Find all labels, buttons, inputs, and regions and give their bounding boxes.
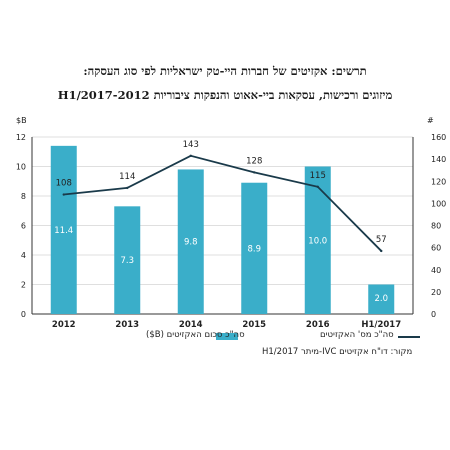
left-axis-tick-label: 10: [16, 163, 26, 172]
left-axis-tick-label: 8: [21, 192, 26, 201]
line-value-label: 128: [246, 156, 262, 166]
right-axis-tick-label: 160: [431, 133, 446, 142]
x-axis-tick-label: 2014: [179, 320, 203, 330]
right-axis-tick-label: 120: [431, 177, 446, 186]
line-series: [63, 154, 382, 252]
line-value-label: 114: [119, 172, 135, 182]
line-value-label: 57: [376, 235, 387, 245]
line-point: [380, 249, 383, 253]
x-axis-tick-label: 2015: [242, 320, 266, 330]
bar-value-label: 11.4: [54, 226, 73, 236]
chart-title: תרשים: אקזיטים של חברות היי-טק ישראליות …: [83, 64, 367, 78]
x-axis-tick-label: 2016: [306, 320, 330, 330]
right-axis-tick-label: 80: [431, 222, 441, 231]
line-point: [189, 154, 192, 158]
left-axis-tick-label: 0: [21, 310, 26, 319]
bar-value-label: 9.8: [184, 238, 198, 248]
right-axis-tick-label: 20: [431, 288, 441, 297]
left-axis-tick-label: 12: [16, 133, 26, 142]
bar: [241, 182, 268, 314]
line-point: [253, 171, 256, 174]
chart-subtitle: מיזוגים ורכישות, עסקאות ביי-אאוט והנפקות…: [57, 88, 393, 102]
source-note: מקור: דו"ח אקזיטים IVC-מיתר H1/2017: [262, 347, 413, 357]
left-axis-label: $B: [16, 116, 27, 125]
right-axis-tick-label: 60: [431, 244, 441, 253]
bar-value-label: 10.0: [308, 236, 327, 246]
x-axis-tick-label: 2013: [115, 320, 139, 330]
x-axis-tick-label: 2012: [52, 320, 76, 330]
bar-value-label: 8.9: [247, 244, 261, 254]
line-point: [62, 193, 65, 196]
bar: [50, 145, 77, 314]
x-axis-tick-label: H1/2017: [361, 320, 401, 330]
bar-value-label: 2.0: [374, 294, 388, 304]
line-value-label: 143: [183, 140, 199, 150]
line-value-label: 115: [310, 171, 326, 181]
legend-bar-swatch: [216, 333, 238, 340]
right-axis-tick-label: 140: [431, 155, 446, 164]
right-axis-tick-label: 40: [431, 266, 441, 275]
bar: [177, 169, 204, 314]
legend-line-label: סה"כ מס' האקזיטים: [320, 330, 394, 340]
legend-bars-label: סה"כ סכום האקזיטים (B$): [146, 330, 245, 340]
left-axis-tick-label: 6: [21, 222, 26, 231]
bar: [114, 206, 141, 314]
right-axis-label: #: [427, 116, 434, 125]
line-point: [316, 185, 319, 188]
bar: [304, 166, 331, 314]
bar-value-label: 7.3: [120, 256, 134, 266]
left-axis-tick-label: 2: [21, 281, 26, 290]
right-axis-tick-label: 100: [431, 199, 446, 208]
bar: [368, 284, 395, 314]
line-value-label: 108: [56, 179, 72, 189]
line-point: [126, 186, 129, 190]
legend-line-swatch: [398, 336, 420, 338]
left-axis-tick-label: 4: [21, 251, 26, 260]
right-axis-tick-label: 0: [431, 310, 436, 319]
